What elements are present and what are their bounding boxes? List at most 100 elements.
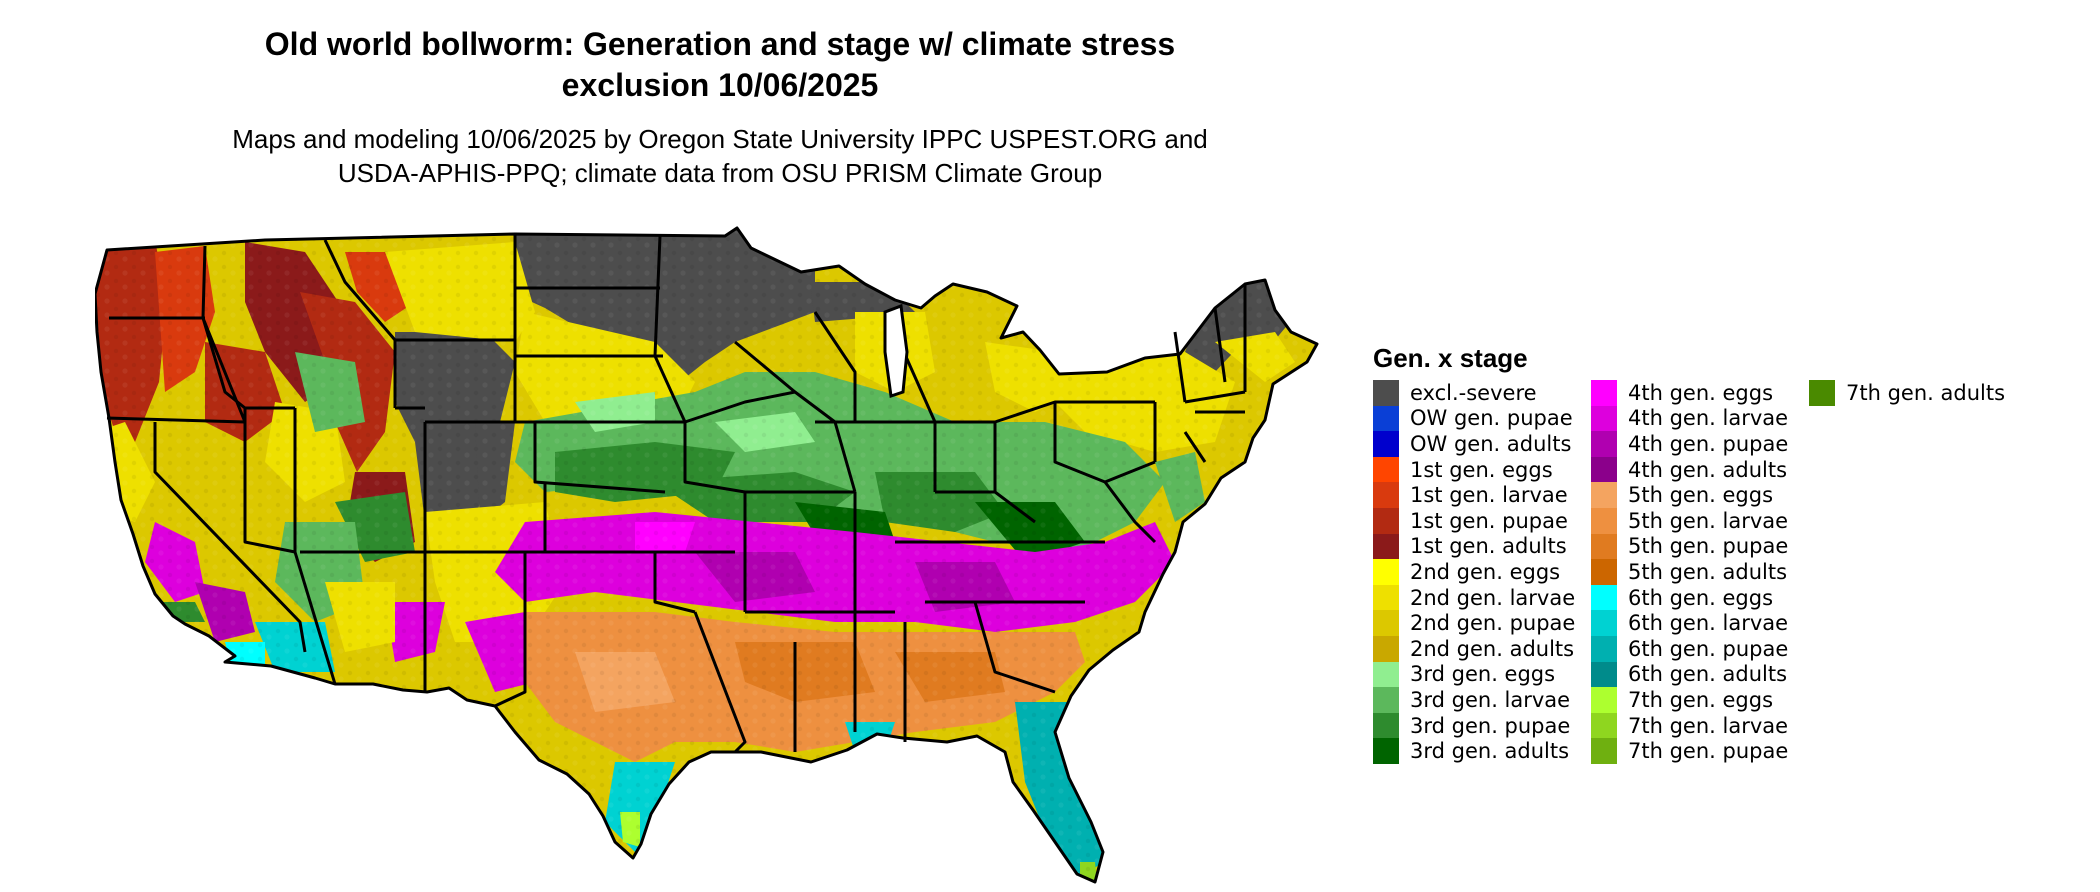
legend-swatch <box>1373 610 1399 636</box>
legend-item: 6th gen. pupae <box>1591 635 1809 662</box>
legend-label: 5th gen. adults <box>1628 559 1788 584</box>
legend-swatch <box>1591 380 1617 406</box>
legend-label: 6th gen. eggs <box>1628 585 1774 610</box>
legend-column: excl.-severe OW gen. pupae OW gen. adults 1… <box>1373 380 1591 764</box>
legend-label: 6th gen. larvae <box>1628 611 1789 636</box>
legend-item: excl.-severe <box>1373 380 1591 406</box>
legend-label: 2nd gen. eggs <box>1410 559 1561 584</box>
legend-item: 4th gen. pupae <box>1591 431 1809 457</box>
legend-swatch <box>1591 712 1617 739</box>
legend-item: 3rd gen. adults <box>1373 738 1591 764</box>
legend-label: 2nd gen. larvae <box>1410 585 1576 610</box>
legend-item: 5th gen. pupae <box>1591 533 1809 560</box>
legend-label: 2nd gen. adults <box>1410 636 1575 661</box>
legend-item: 3rd gen. larvae <box>1373 687 1591 713</box>
legend-label: 6th gen. adults <box>1628 662 1788 687</box>
legend-label: 6th gen. pupae <box>1628 636 1789 661</box>
legend-swatch <box>1373 380 1399 406</box>
legend-item: 3rd gen. pupae <box>1373 712 1591 739</box>
legend-swatch <box>1373 533 1399 560</box>
legend-label: 5th gen. pupae <box>1628 534 1789 559</box>
map-title: Old world bollworm: Generation and stage… <box>0 24 1440 106</box>
legend-swatch <box>1591 559 1617 585</box>
legend-swatch <box>1373 738 1399 764</box>
legend-label: 1st gen. adults <box>1410 534 1567 559</box>
legend-column: 7th gen. adults <box>1809 380 2027 764</box>
legend-column: 4th gen. eggs 4th gen. larvae 4th gen. pup… <box>1591 380 1809 764</box>
legend-item: 1st gen. larvae <box>1373 482 1591 508</box>
map-subtitle-line-2: USDA-APHIS-PPQ; climate data from OSU PR… <box>337 158 1103 188</box>
legend-item: 7th gen. adults <box>1809 380 2027 406</box>
legend-swatch <box>1373 687 1399 713</box>
legend-swatch <box>1373 712 1399 739</box>
map-subtitle-line-1: Maps and modeling 10/06/2025 by Oregon S… <box>232 124 1208 154</box>
legend-item: 2nd gen. adults <box>1373 635 1591 662</box>
legend-item: 3rd gen. eggs <box>1373 661 1591 688</box>
legend-item: 6th gen. larvae <box>1591 610 1809 636</box>
legend-item: 1st gen. pupae <box>1373 507 1591 534</box>
legend-swatch <box>1591 482 1617 508</box>
legend-swatch <box>1591 635 1617 662</box>
map-title-line-1: Old world bollworm: Generation and stage… <box>264 26 1176 62</box>
legend-swatch <box>1373 482 1399 508</box>
legend-swatch <box>1591 456 1617 483</box>
legend-swatch <box>1591 610 1617 636</box>
legend-label: 4th gen. pupae <box>1628 431 1789 456</box>
legend-item: 2nd gen. eggs <box>1373 559 1591 585</box>
legend-swatch <box>1373 507 1399 534</box>
legend-label: excl.-severe <box>1410 380 1537 405</box>
legend-label: 7th gen. pupae <box>1628 739 1789 764</box>
legend-item: 5th gen. adults <box>1591 559 1809 585</box>
legend-label: 3rd gen. larvae <box>1410 687 1571 712</box>
legend-item: 7th gen. pupae <box>1591 738 1809 764</box>
legend-label: 1st gen. pupae <box>1410 508 1568 533</box>
legend-title: Gen. x stage <box>1373 343 1528 373</box>
legend-label: 5th gen. larvae <box>1628 508 1789 533</box>
legend-label: 2nd gen. pupae <box>1410 611 1576 636</box>
legend-label: 4th gen. adults <box>1628 457 1788 482</box>
legend-item: 4th gen. eggs <box>1591 380 1809 406</box>
legend-item: 5th gen. eggs <box>1591 482 1809 508</box>
legend-item: 6th gen. eggs <box>1591 584 1809 611</box>
legend-label: 1st gen. larvae <box>1410 483 1568 508</box>
legend-item: 6th gen. adults <box>1591 661 1809 688</box>
legend-label: OW gen. pupae <box>1410 406 1573 431</box>
legend-label: 7th gen. eggs <box>1628 687 1774 712</box>
legend-item: 1st gen. adults <box>1373 533 1591 560</box>
legend-item: 4th gen. larvae <box>1591 405 1809 432</box>
legend-label: 7th gen. larvae <box>1628 713 1789 738</box>
map-subtitle: Maps and modeling 10/06/2025 by Oregon S… <box>0 122 1440 190</box>
legend-columns: excl.-severe OW gen. pupae OW gen. adults 1… <box>1373 380 2027 764</box>
legend-swatch <box>1591 507 1617 534</box>
legend-item: 5th gen. larvae <box>1591 507 1809 534</box>
legend-item: 1st gen. eggs <box>1373 456 1591 483</box>
legend-swatch <box>1373 431 1399 457</box>
legend-item: OW gen. pupae <box>1373 405 1591 432</box>
legend-label: 4th gen. larvae <box>1628 406 1789 431</box>
legend-item: 4th gen. adults <box>1591 456 1809 483</box>
legend-label: 3rd gen. eggs <box>1410 662 1556 687</box>
legend-swatch <box>1591 661 1617 688</box>
legend-label: 3rd gen. pupae <box>1410 713 1571 738</box>
legend-label: OW gen. adults <box>1410 431 1572 456</box>
legend-swatch <box>1373 456 1399 483</box>
legend-label: 1st gen. eggs <box>1410 457 1553 482</box>
legend-swatch <box>1591 405 1617 432</box>
legend-item: 2nd gen. larvae <box>1373 584 1591 611</box>
legend-swatch <box>1591 533 1617 560</box>
us-generation-stage-map <box>95 226 1319 884</box>
legend-item: 7th gen. eggs <box>1591 687 1809 713</box>
legend-label: 5th gen. eggs <box>1628 483 1774 508</box>
legend-swatch <box>1809 380 1835 406</box>
legend-item: 2nd gen. pupae <box>1373 610 1591 636</box>
legend-swatch <box>1373 635 1399 662</box>
legend-item: OW gen. adults <box>1373 431 1591 457</box>
legend-label: 7th gen. adults <box>1846 380 2006 405</box>
legend-label: 3rd gen. adults <box>1410 739 1570 764</box>
legend-swatch <box>1373 405 1399 432</box>
legend-item: 7th gen. larvae <box>1591 712 1809 739</box>
legend-swatch <box>1373 661 1399 688</box>
legend-swatch <box>1591 584 1617 611</box>
legend-swatch <box>1591 738 1617 764</box>
legend-swatch <box>1373 559 1399 585</box>
